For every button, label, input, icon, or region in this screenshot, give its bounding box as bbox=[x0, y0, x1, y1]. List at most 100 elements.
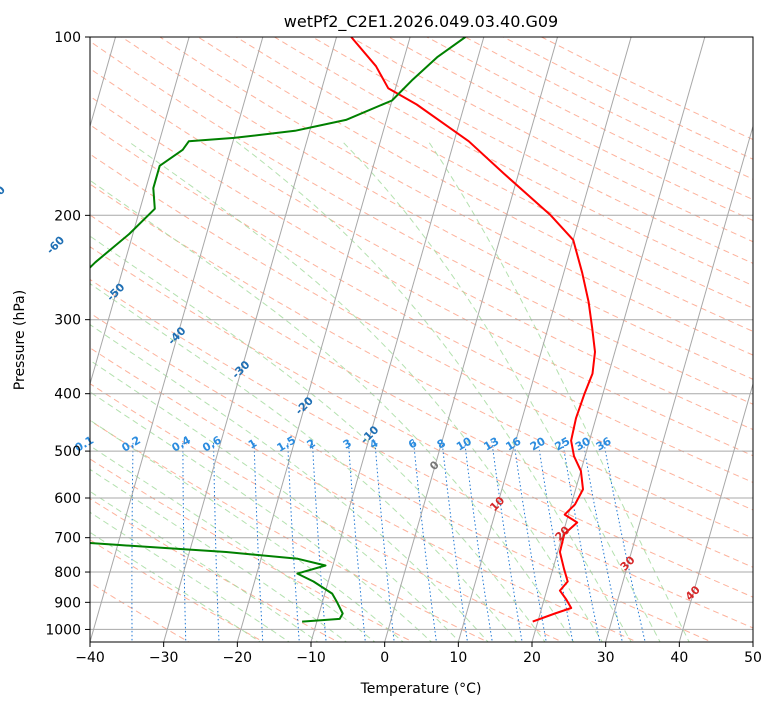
mixing-ratio-line bbox=[491, 440, 523, 642]
isotherm-label: -60 bbox=[44, 233, 67, 256]
dry-adiabat bbox=[90, 124, 753, 483]
x-tick-label: −30 bbox=[149, 650, 179, 666]
dewpoint-line bbox=[90, 37, 466, 623]
dry-adiabat bbox=[90, 67, 753, 431]
moist-adiabat bbox=[341, 140, 661, 642]
dry-adiabat bbox=[121, 37, 753, 380]
isotherm-line bbox=[605, 124, 753, 642]
dry-adiabats bbox=[90, 37, 753, 642]
moist-adiabats bbox=[90, 140, 690, 642]
mixing-ratio-line bbox=[182, 440, 187, 642]
mixing-ratio-line bbox=[131, 440, 134, 642]
mixing-ratio-line bbox=[441, 440, 469, 642]
isotherm-line bbox=[457, 37, 632, 642]
y-tick-label: 900 bbox=[54, 595, 81, 611]
moist-adiabat bbox=[127, 140, 603, 642]
isotherm-line bbox=[90, 37, 190, 386]
mixing-ratio-line bbox=[603, 440, 646, 642]
y-axis-label: Pressure (hPa) bbox=[12, 290, 28, 390]
mixing-ratio-line bbox=[374, 440, 395, 642]
x-tick-label: 0 bbox=[380, 650, 389, 666]
frost-point-label: 20 bbox=[553, 523, 573, 543]
isotherm-line bbox=[678, 382, 753, 642]
moist-adiabat bbox=[90, 490, 319, 642]
dry-adiabat bbox=[90, 539, 265, 642]
y-tick-label: 200 bbox=[54, 208, 81, 224]
isotherm-line bbox=[384, 37, 559, 642]
plot-frame bbox=[89, 36, 754, 643]
dry-adiabat bbox=[90, 383, 564, 642]
dry-adiabat bbox=[90, 246, 753, 598]
mixing-ratio-line bbox=[82, 441, 87, 645]
y-tick-label: 800 bbox=[54, 565, 81, 581]
mixing-ratio-line bbox=[464, 440, 493, 642]
profile-lines bbox=[90, 37, 596, 623]
dry-adiabat bbox=[90, 95, 753, 457]
moist-adiabat bbox=[235, 140, 632, 642]
mixing-ratio-label: 2 bbox=[305, 437, 318, 452]
isotherm-line bbox=[236, 37, 411, 642]
temperature-line bbox=[350, 37, 596, 623]
dry-adiabat bbox=[235, 37, 753, 309]
dry-adiabat bbox=[90, 582, 190, 642]
mixing-ratio-line bbox=[561, 440, 601, 642]
dry-adiabat bbox=[197, 37, 753, 332]
dry-adiabat bbox=[159, 37, 753, 356]
x-tick-label: −20 bbox=[223, 650, 253, 666]
chart-title: wetPf2_C2E1.2026.049.03.40.G09 bbox=[284, 12, 558, 32]
mixing-ratio-label: 3 bbox=[341, 437, 354, 452]
line-labels: 0.10.20.40.611.52346810131620253036-100-… bbox=[0, 183, 703, 603]
mixing-ratio-label: 6 bbox=[406, 436, 419, 451]
isotherm-line bbox=[531, 37, 706, 642]
isotherm-label: -70 bbox=[0, 183, 8, 206]
dry-adiabat bbox=[90, 458, 415, 642]
moist-adiabat bbox=[90, 531, 262, 642]
x-tick-label: −40 bbox=[75, 650, 105, 666]
mixing-ratio-line bbox=[413, 440, 437, 642]
dry-adiabat bbox=[90, 40, 753, 405]
mixing-ratio-line bbox=[513, 440, 547, 642]
y-tick-label: 700 bbox=[54, 531, 81, 547]
moist-adiabat bbox=[90, 511, 291, 642]
x-tick-label: −10 bbox=[296, 650, 326, 666]
moist-adiabat bbox=[90, 179, 575, 642]
frost-point-label: 40 bbox=[683, 583, 703, 603]
dry-adiabat bbox=[90, 278, 753, 629]
y-tick-label: 100 bbox=[54, 30, 81, 46]
axes-ticks: −40 −30 −20 −10 0 10 20 30 40 5010020030040050060… bbox=[45, 30, 762, 666]
moist-adiabat bbox=[90, 359, 461, 642]
frost-point-label: 30 bbox=[618, 553, 638, 573]
moist-adiabat bbox=[427, 141, 690, 642]
moist-adiabat bbox=[90, 391, 433, 642]
y-tick-label: 600 bbox=[54, 491, 81, 507]
isotherms bbox=[90, 37, 753, 642]
x-tick-label: 20 bbox=[523, 650, 541, 666]
mixing-ratio-line bbox=[213, 440, 220, 642]
x-tick-label: 10 bbox=[449, 650, 467, 666]
isotherm-label: -10 bbox=[358, 423, 381, 446]
y-tick-label: 300 bbox=[54, 313, 81, 329]
isotherm-label: -40 bbox=[165, 324, 188, 347]
y-tick-label: 1000 bbox=[45, 622, 81, 638]
mixing-ratio-line bbox=[287, 440, 300, 642]
dry-adiabat bbox=[90, 347, 639, 642]
isotherm-label: 0 bbox=[427, 458, 442, 473]
x-tick-label: 40 bbox=[670, 650, 688, 666]
y-tick-label: 400 bbox=[54, 387, 81, 403]
isotherm-label: -20 bbox=[293, 394, 316, 417]
dry-adiabat bbox=[90, 312, 714, 642]
dry-adiabat bbox=[90, 153, 753, 511]
mixing-ratio-line bbox=[582, 440, 623, 642]
x-tick-label: 30 bbox=[597, 650, 615, 666]
y-tick-label: 500 bbox=[54, 444, 81, 460]
isobars bbox=[90, 37, 753, 630]
isotherm-label: -30 bbox=[229, 358, 252, 381]
x-axis-label: Temperature (°C) bbox=[360, 681, 482, 697]
dry-adiabat bbox=[274, 37, 753, 287]
dry-adiabat bbox=[90, 183, 753, 539]
mixing-ratio-line bbox=[537, 440, 574, 642]
isotherm-line bbox=[310, 37, 485, 642]
moist-adiabat bbox=[90, 323, 489, 642]
moist-adiabat bbox=[90, 235, 546, 642]
